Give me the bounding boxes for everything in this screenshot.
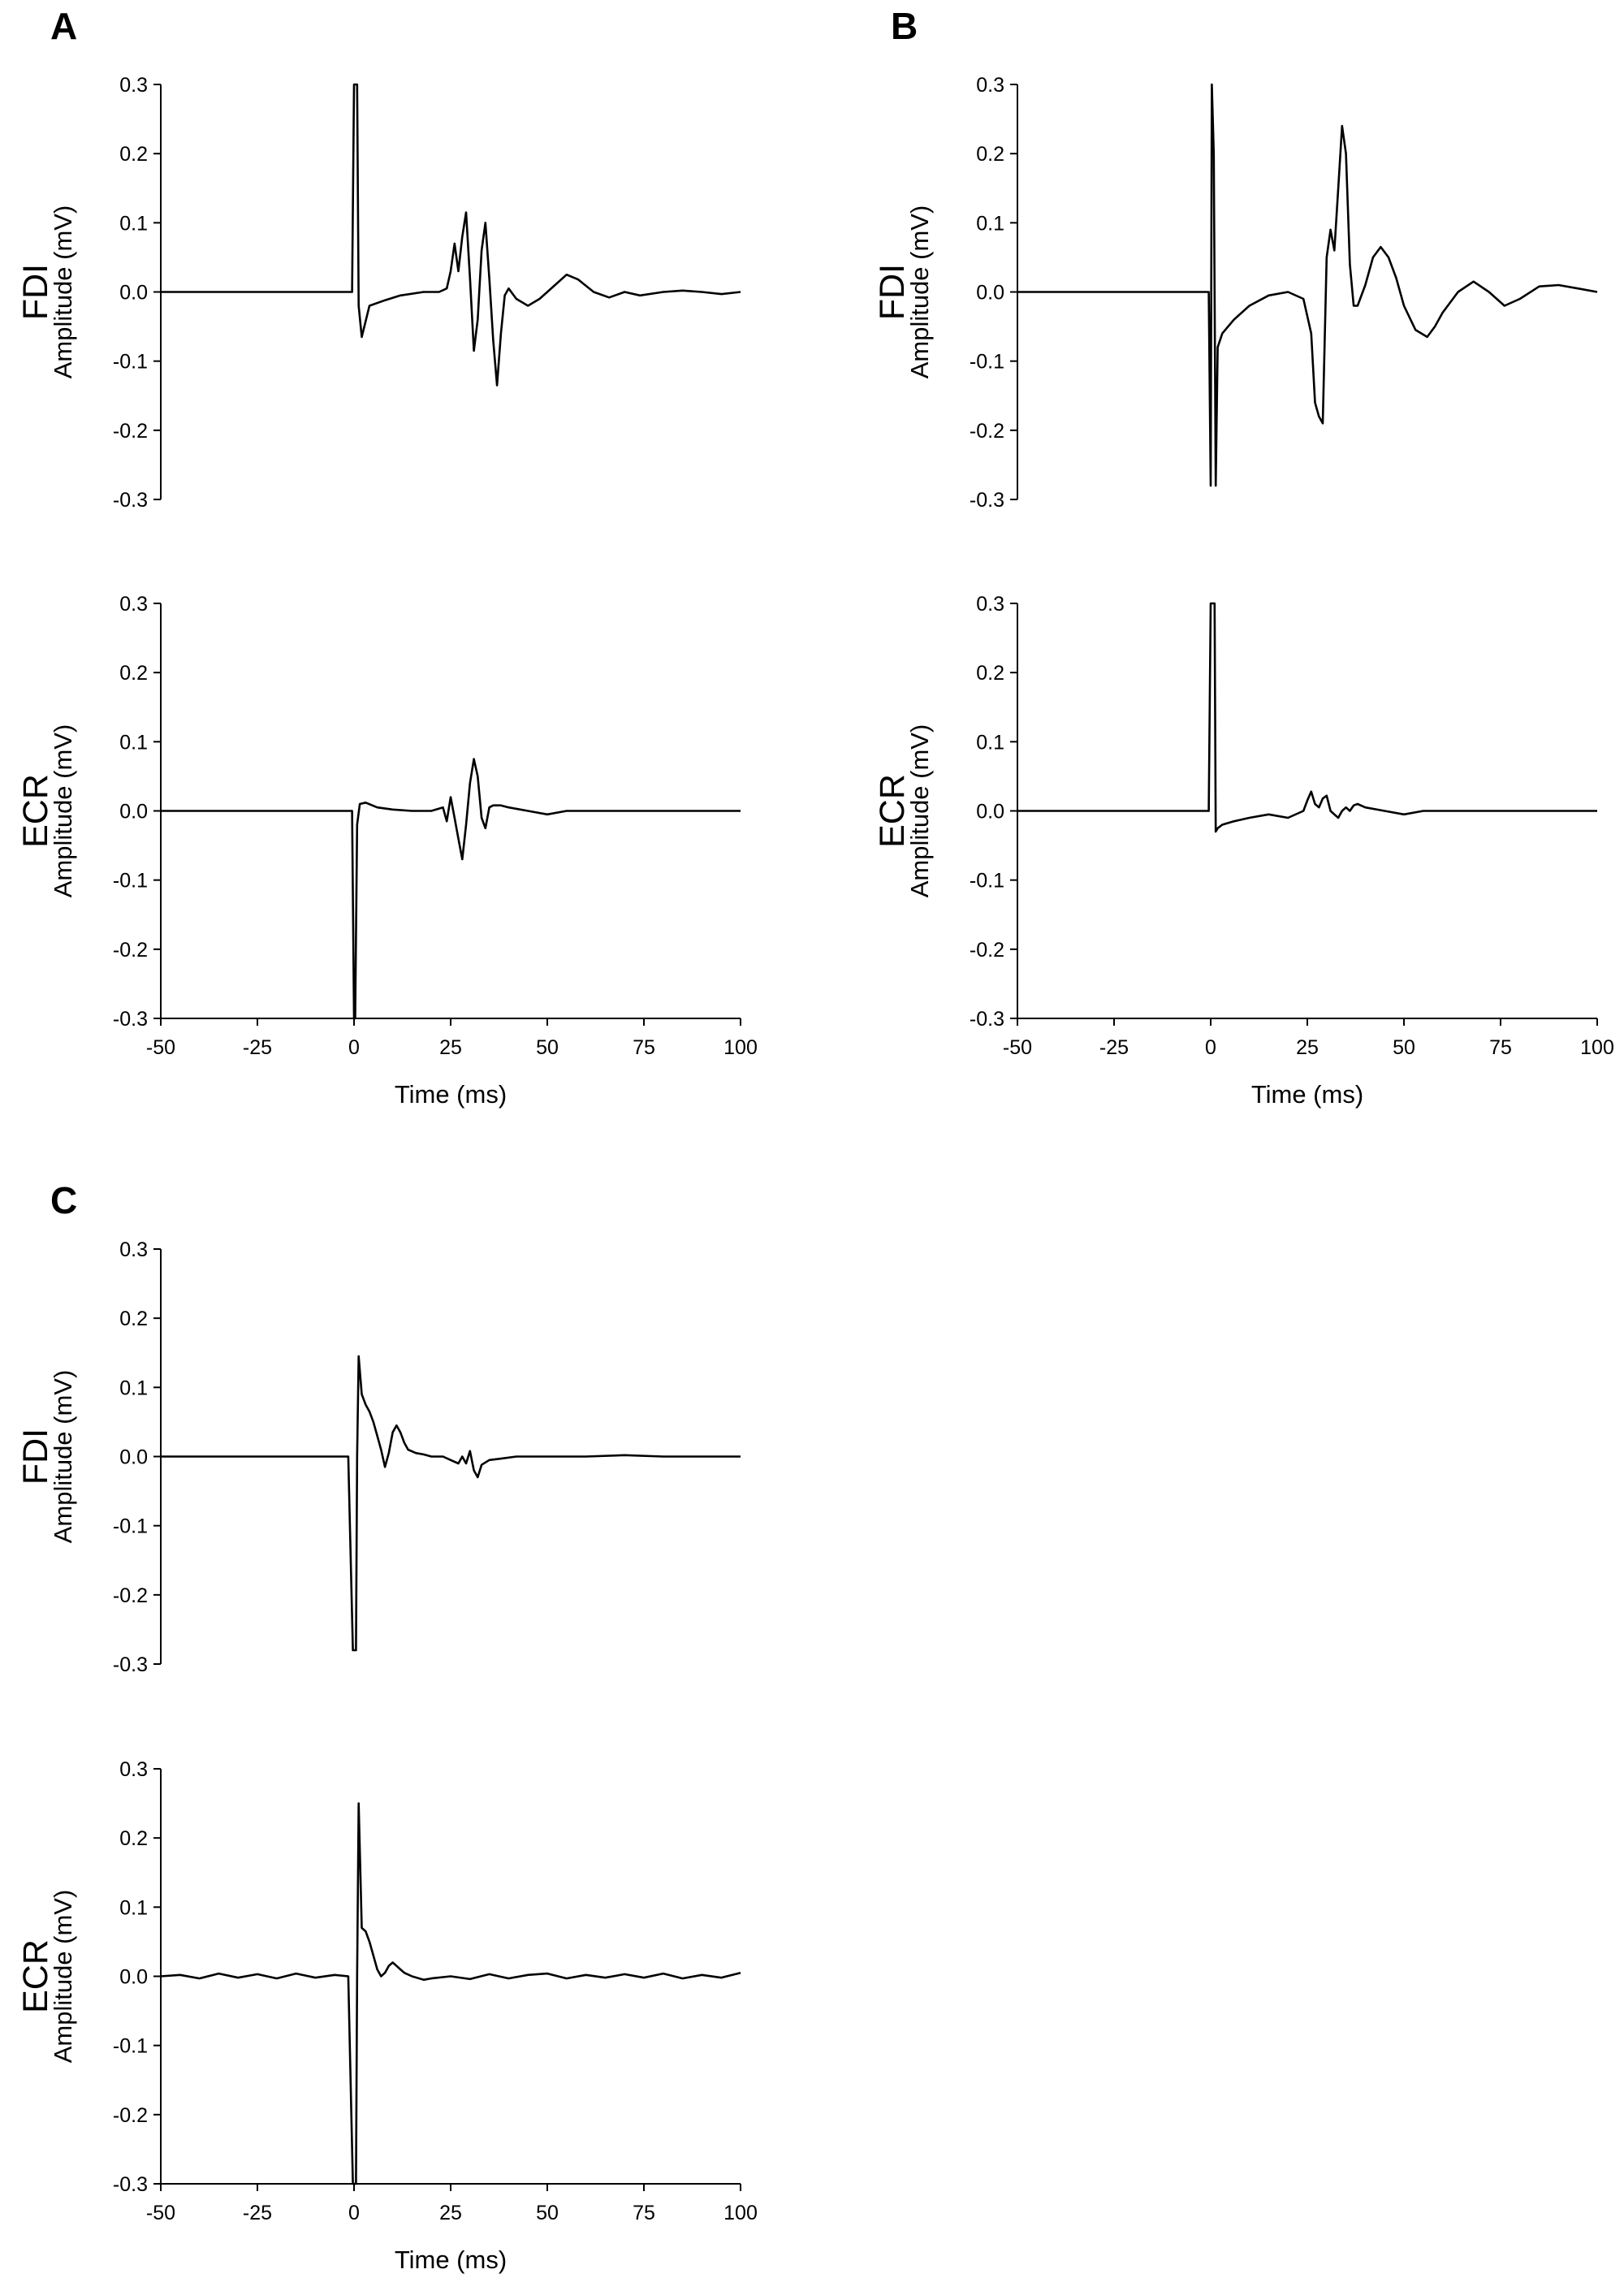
x-tick-label: 0: [1205, 1036, 1216, 1059]
y-tick-label: -0.3: [113, 1008, 148, 1031]
y-tick-label: 0.0: [976, 801, 1004, 823]
muscle-label: ECR: [16, 774, 55, 848]
x-tick-label: 75: [633, 2202, 655, 2224]
muscle-label: FDI: [873, 264, 912, 320]
y-tick-label: 0.3: [119, 74, 148, 97]
y-tick-label: -0.1: [113, 870, 148, 893]
x-tick-label: 0: [348, 1036, 360, 1059]
y-tick-label: 0.1: [976, 731, 1004, 754]
y-tick-label: -0.2: [113, 1584, 148, 1607]
y-tick-label: -0.3: [970, 1008, 1004, 1031]
y-axis-title: Amplitude (mV): [905, 724, 934, 898]
x-tick-label: 50: [1393, 1036, 1415, 1059]
chart-a-ecr: 0.3 0.2 0.1 0.0 -0.1 -0.2 -0.3 -50 -25 0 25 50 75 100…: [16, 593, 758, 1109]
y-tick-label: 0.0: [976, 282, 1004, 305]
y-tick-label: -0.1: [113, 2035, 148, 2058]
x-tick-label: 100: [723, 2202, 758, 2224]
x-tick-label: 50: [536, 2202, 559, 2224]
x-tick-label: -50: [146, 2202, 175, 2224]
x-tick-label: -25: [243, 1036, 272, 1059]
y-tick-label: 0.0: [119, 282, 148, 305]
y-tick-label: -0.3: [113, 489, 148, 512]
muscle-label: FDI: [16, 264, 55, 320]
y-axis-title: Amplitude (mV): [49, 724, 77, 898]
y-tick-label: 0.1: [119, 1896, 148, 1919]
emg-trace: [1017, 602, 1597, 833]
x-tick-label: -25: [1099, 1036, 1129, 1059]
y-tick-label: 0.1: [119, 212, 148, 235]
y-tick-label: -0.3: [113, 1653, 148, 1676]
x-tick-label: -50: [1003, 1036, 1032, 1059]
panel-letter-b: B: [891, 5, 918, 47]
x-tick-label: 25: [439, 1036, 462, 1059]
y-axis-title: Amplitude (mV): [905, 205, 934, 379]
y-axis-title: Amplitude (mV): [49, 205, 77, 379]
x-tick-label: -25: [243, 2202, 272, 2224]
y-tick-label: 0.3: [119, 593, 148, 616]
x-axis-title: Time (ms): [1251, 1080, 1363, 1109]
y-tick-label: 0.2: [119, 662, 148, 685]
x-tick-label: 0: [348, 2202, 360, 2224]
chart-c-ecr: 0.3 0.2 0.1 0.0 -0.1 -0.2 -0.3 -50 -25 0 25 50 75 100…: [16, 1758, 758, 2274]
y-tick-label: -0.1: [970, 870, 1004, 893]
y-tick-label: 0.1: [119, 1377, 148, 1399]
y-tick-label: 0.2: [976, 143, 1004, 166]
emg-trace: [161, 83, 741, 387]
y-tick-label: 0.0: [119, 1446, 148, 1469]
x-tick-label: 100: [723, 1036, 758, 1059]
emg-trace: [161, 758, 741, 1020]
muscle-label: ECR: [873, 774, 912, 848]
emg-trace: [1017, 83, 1598, 487]
y-tick-label: -0.2: [113, 2104, 148, 2127]
muscle-label: FDI: [16, 1429, 55, 1485]
y-tick-label: 0.2: [976, 662, 1004, 685]
y-tick-label: -0.2: [113, 939, 148, 962]
muscle-label: ECR: [16, 1939, 55, 2013]
x-tick-label: 100: [1580, 1036, 1614, 1059]
y-tick-label: 0.0: [119, 801, 148, 823]
y-tick-label: 0.3: [119, 1238, 148, 1261]
y-tick-label: 0.1: [119, 731, 148, 754]
y-tick-label: -0.1: [113, 1515, 148, 1538]
chart-b-ecr: 0.3 0.2 0.1 0.0 -0.1 -0.2 -0.3 -50 -25 0 25 50 75 100…: [873, 593, 1614, 1109]
y-tick-label: -0.2: [970, 420, 1004, 443]
y-tick-label: -0.2: [970, 939, 1004, 962]
x-tick-label: 25: [439, 2202, 462, 2224]
y-tick-label: 0.1: [976, 212, 1004, 235]
x-axis-title: Time (ms): [395, 2246, 507, 2274]
panel-letter-a: A: [50, 5, 77, 47]
x-tick-label: 50: [536, 1036, 559, 1059]
y-axis-title: Amplitude (mV): [49, 1370, 77, 1544]
y-tick-label: -0.1: [970, 351, 1004, 374]
y-tick-label: 0.0: [119, 1966, 148, 1989]
y-tick-label: -0.1: [113, 351, 148, 374]
panel-letter-c: C: [50, 1179, 77, 1221]
x-tick-label: 25: [1296, 1036, 1319, 1059]
y-tick-label: -0.3: [970, 489, 1004, 512]
y-tick-label: -0.2: [113, 420, 148, 443]
x-axis-title: Time (ms): [395, 1080, 507, 1109]
x-tick-label: 75: [1489, 1036, 1512, 1059]
y-axis-title: Amplitude (mV): [49, 1890, 77, 2064]
y-tick-label: 0.2: [119, 1827, 148, 1850]
y-tick-label: -0.3: [113, 2173, 148, 2196]
x-tick-label: -50: [146, 1036, 175, 1059]
y-tick-label: 0.3: [976, 593, 1004, 616]
emg-trace: [160, 1802, 741, 2185]
y-tick-label: 0.3: [976, 74, 1004, 97]
y-tick-label: 0.2: [119, 143, 148, 166]
x-tick-label: 75: [633, 1036, 655, 1059]
y-tick-label: 0.3: [119, 1758, 148, 1781]
y-tick-label: 0.2: [119, 1308, 148, 1330]
emg-trace: [161, 1355, 741, 1652]
